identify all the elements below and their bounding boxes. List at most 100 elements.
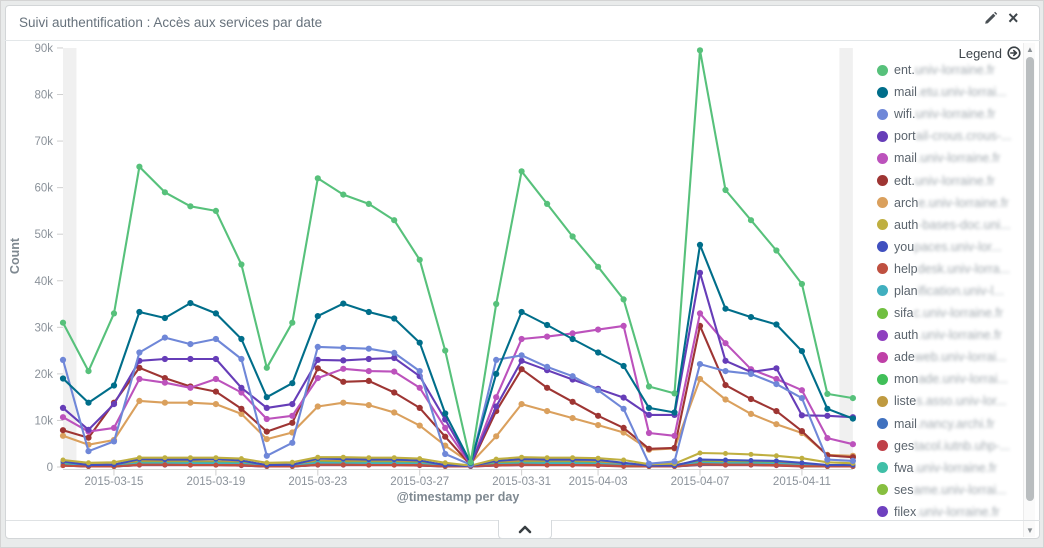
data-point[interactable] [442, 433, 449, 440]
data-point[interactable] [620, 424, 627, 431]
data-point[interactable] [416, 368, 423, 375]
series-line-3[interactable] [61, 271, 854, 466]
data-point[interactable] [110, 401, 118, 408]
data-point[interactable] [748, 451, 754, 457]
data-point[interactable] [696, 375, 704, 383]
data-point[interactable] [238, 456, 244, 462]
data-point[interactable] [162, 455, 168, 461]
data-point[interactable] [518, 335, 525, 343]
data-point[interactable] [722, 368, 729, 375]
data-point[interactable] [391, 462, 397, 468]
data-point[interactable] [238, 384, 245, 391]
data-point[interactable] [849, 395, 857, 402]
data-point[interactable] [314, 365, 321, 372]
data-point[interactable] [570, 462, 576, 468]
data-point[interactable] [289, 439, 296, 446]
data-point[interactable] [314, 356, 321, 363]
data-point[interactable] [59, 432, 67, 439]
data-point[interactable] [645, 411, 653, 418]
data-point[interactable] [187, 355, 194, 363]
data-point[interactable] [595, 263, 602, 270]
data-point[interactable] [544, 200, 551, 207]
data-point[interactable] [773, 375, 780, 383]
data-point[interactable] [824, 412, 831, 419]
data-point[interactable] [595, 326, 602, 333]
data-point[interactable] [849, 457, 857, 464]
data-point[interactable] [773, 247, 780, 254]
data-point[interactable] [595, 462, 601, 468]
data-point[interactable] [238, 405, 245, 412]
data-point[interactable] [442, 347, 449, 354]
data-point[interactable] [544, 462, 550, 468]
series-line-7[interactable] [61, 451, 854, 467]
series-line-2[interactable] [61, 336, 854, 466]
data-point[interactable] [161, 314, 168, 322]
data-point[interactable] [723, 451, 728, 456]
data-point[interactable] [518, 352, 525, 359]
legend-item-9[interactable]: helpdesk.univ-lorra... [871, 258, 1023, 280]
data-point[interactable] [645, 404, 653, 411]
data-point[interactable] [136, 163, 143, 170]
data-point[interactable] [212, 207, 219, 214]
data-point[interactable] [417, 462, 423, 468]
data-point[interactable] [671, 409, 678, 416]
data-point[interactable] [798, 395, 806, 402]
data-point[interactable] [212, 388, 219, 395]
data-point[interactable] [798, 412, 806, 419]
data-point[interactable] [391, 455, 397, 461]
data-point[interactable] [366, 455, 372, 461]
legend-item-14[interactable]: monade.univ-lorrai... [871, 368, 1023, 390]
data-point[interactable] [86, 460, 91, 466]
data-point[interactable] [187, 203, 194, 210]
data-point[interactable] [696, 361, 704, 368]
legend-item-8[interactable]: youpaces.univ-lor... [871, 236, 1023, 258]
data-point[interactable] [59, 404, 67, 411]
legend-item-15[interactable]: listes.asso.univ-lor... [871, 390, 1023, 412]
data-point[interactable] [569, 415, 576, 422]
data-point[interactable] [110, 438, 118, 445]
data-point[interactable] [773, 408, 780, 415]
data-point[interactable] [136, 308, 143, 316]
data-point[interactable] [212, 310, 219, 317]
data-point[interactable] [263, 394, 270, 401]
data-point[interactable] [696, 310, 704, 317]
data-point[interactable] [849, 441, 857, 448]
data-point[interactable] [518, 168, 525, 175]
data-point[interactable] [263, 452, 270, 459]
data-point[interactable] [773, 458, 779, 464]
data-point[interactable] [315, 454, 321, 460]
data-point[interactable] [391, 409, 398, 416]
legend-item-5[interactable]: edt.univ-lorraine.fr [871, 169, 1023, 191]
data-point[interactable] [493, 394, 500, 401]
data-point[interactable] [671, 458, 678, 465]
data-point[interactable] [365, 402, 372, 409]
data-point[interactable] [722, 305, 729, 312]
data-point[interactable] [696, 241, 704, 248]
data-point[interactable] [365, 377, 372, 384]
data-point[interactable] [59, 356, 67, 363]
data-point[interactable] [187, 384, 194, 391]
data-point[interactable] [365, 368, 372, 375]
data-point[interactable] [493, 300, 500, 308]
data-point[interactable] [748, 462, 754, 468]
data-point[interactable] [645, 460, 653, 467]
data-point[interactable] [213, 462, 219, 468]
data-point[interactable] [340, 357, 347, 364]
data-point[interactable] [136, 349, 143, 356]
data-point[interactable] [798, 280, 806, 288]
data-point[interactable] [314, 313, 321, 320]
data-point[interactable] [544, 321, 551, 329]
data-point[interactable] [212, 355, 219, 363]
data-point[interactable] [187, 455, 193, 461]
collapse-panel-button[interactable] [498, 520, 552, 539]
data-point[interactable] [416, 384, 423, 391]
data-point[interactable] [391, 389, 398, 396]
data-point[interactable] [442, 450, 449, 458]
data-point[interactable] [111, 459, 117, 465]
data-point[interactable] [620, 394, 627, 401]
legend-item-10[interactable]: planification.univ-l... [871, 280, 1023, 302]
data-point[interactable] [824, 390, 831, 397]
legend-item-12[interactable]: auth.univ-lorraine.fr [871, 324, 1023, 346]
data-point[interactable] [365, 308, 372, 316]
data-point[interactable] [289, 401, 296, 408]
